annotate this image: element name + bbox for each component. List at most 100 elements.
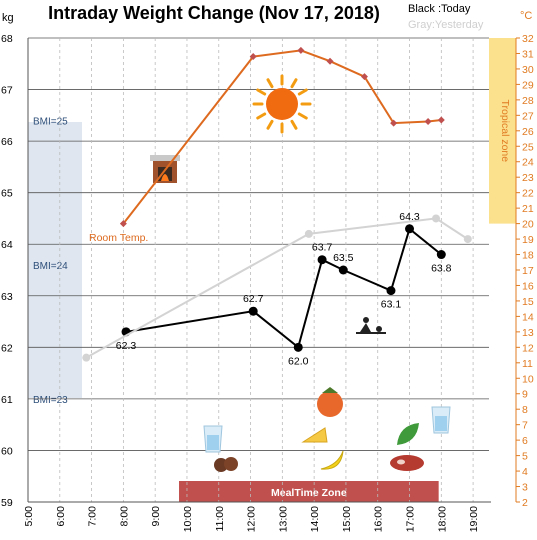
yesterday-weight-line <box>85 217 469 359</box>
x-tick-label: 6:00 <box>55 506 67 527</box>
y-right-tick-label: 18 <box>522 250 534 262</box>
sun-ray <box>256 88 267 96</box>
today-weight-point <box>338 265 348 275</box>
y-right-tick-label: 4 <box>522 466 528 478</box>
y-right-tick-label: 31 <box>522 48 534 60</box>
bmi-label: BMI=24 <box>33 261 68 272</box>
today-weight-line <box>125 227 442 350</box>
y-left-tick-label: 65 <box>1 188 13 200</box>
y-right-tick-label: 27 <box>522 110 534 122</box>
today-weight-point <box>405 224 415 234</box>
y-right-tick-label: 15 <box>522 296 534 308</box>
tropical-label: Tropical zone <box>499 99 511 162</box>
y-right-tick-label: 19 <box>522 234 534 246</box>
y-right-tick-label: 10 <box>522 373 534 385</box>
x-tick-label: 11:00 <box>214 506 226 532</box>
data-label: 63.5 <box>333 252 354 264</box>
persimmon-icon <box>317 387 343 417</box>
x-tick-label: 9:00 <box>150 506 162 527</box>
x-tick-label: 12:00 <box>246 506 258 532</box>
tropical-band <box>489 38 516 224</box>
bmi-band <box>28 122 82 398</box>
meal-band <box>179 481 439 502</box>
x-tick-label: 18:00 <box>436 506 448 532</box>
yesterday-weight-point <box>432 214 441 223</box>
cookies-icon <box>214 457 238 472</box>
sun-ray <box>290 119 298 130</box>
y-left-tick-label: 66 <box>1 136 13 148</box>
bands-layer: BMI=25 BMI=24 BMI=23 Tropical zone MealTime … <box>28 38 516 502</box>
steak-fat <box>397 459 405 465</box>
y-left-tick-label: 61 <box>1 394 13 406</box>
yesterday-weight-point <box>463 235 472 244</box>
y-right-tick-label: 22 <box>522 188 534 200</box>
persimmon-fruit <box>317 391 343 417</box>
x-tick-label: 5:00 <box>23 506 35 527</box>
y-right-tick-label: 12 <box>522 342 534 354</box>
data-label: 62.3 <box>116 340 137 352</box>
today-weight-point <box>386 286 396 296</box>
data-label: 63.7 <box>312 242 333 254</box>
sun-ray <box>266 78 274 89</box>
meal-label: MealTime Zone <box>271 487 347 499</box>
y-left-unit: kg <box>2 12 14 24</box>
temperature-point <box>390 119 398 127</box>
leaf-body <box>397 423 419 445</box>
y-right-tick-label: 24 <box>522 157 534 169</box>
y-left-tick-label: 63 <box>1 291 13 303</box>
y-right-tick-label: 32 <box>522 33 534 45</box>
y-right-unit: °C <box>520 10 532 22</box>
y-right-tick-label: 6 <box>522 435 528 447</box>
today-weight-point <box>293 342 303 352</box>
mantel <box>150 155 180 161</box>
y-right-tick-label: 16 <box>522 280 534 292</box>
x-tick-label: 7:00 <box>87 506 99 527</box>
x-tick-label: 13:00 <box>277 506 289 532</box>
cheese-icon <box>301 427 328 443</box>
room-temp-label: Room Temp. <box>89 232 148 244</box>
bmi-label: BMI=23 <box>33 395 68 406</box>
y-right-tick-label: 2 <box>522 497 528 509</box>
y-right-tick-label: 25 <box>522 141 534 153</box>
temperature-point <box>437 116 445 124</box>
y-right-tick-label: 13 <box>522 327 534 339</box>
y-right-tick-label: 8 <box>522 404 528 416</box>
y-left-tick-label: 67 <box>1 85 13 97</box>
y-right-tick-label: 20 <box>522 219 534 231</box>
today-weight-point <box>317 255 327 265</box>
tea-figure-body <box>360 323 371 332</box>
water-glass-icon <box>203 425 223 453</box>
data-label: 64.3 <box>399 211 420 223</box>
banana-body <box>320 450 344 470</box>
y-right-tick-label: 28 <box>522 95 534 107</box>
y-right-tick-label: 3 <box>522 482 528 494</box>
sun-icon <box>252 74 312 134</box>
x-tick-label: 10:00 <box>182 506 194 532</box>
yesterday-weight-point <box>304 229 313 238</box>
icons-layer <box>150 74 451 472</box>
x-tick-label: 17:00 <box>405 506 417 532</box>
legend-today: Black :Today <box>408 3 471 15</box>
sun-disc <box>266 88 298 120</box>
axes-layer: 5960616263646566676823456789101112131415… <box>1 33 534 532</box>
y-right-tick-label: 21 <box>522 203 534 215</box>
sun-ray <box>266 119 274 130</box>
data-label: 63.1 <box>381 299 402 311</box>
y-right-tick-label: 17 <box>522 265 534 277</box>
data-label: 62.0 <box>288 355 309 367</box>
tea-figure-head <box>363 317 369 323</box>
temperature-point <box>326 57 334 65</box>
today-weight-point <box>248 306 258 316</box>
y-right-tick-label: 9 <box>522 389 528 401</box>
water-glass-icon <box>431 406 451 434</box>
x-tick-label: 8:00 <box>118 506 130 527</box>
grid-layer <box>27 37 489 502</box>
sun-ray <box>297 88 308 96</box>
x-tick-label: 14:00 <box>309 506 321 532</box>
y-right-tick-label: 29 <box>522 79 534 91</box>
sun-ray <box>256 112 267 120</box>
temperature-point <box>424 118 432 126</box>
sun-ray <box>297 112 308 120</box>
chart-title: Intraday Weight Change (Nov 17, 2018) <box>48 3 380 23</box>
